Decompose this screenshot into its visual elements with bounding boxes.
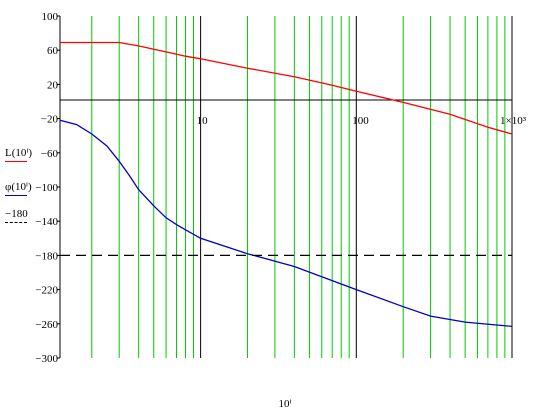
y-tick-label: −180 — [35, 250, 58, 262]
x-tick-labels: 10 100 1×10³ — [197, 115, 527, 127]
x-axis-label: 10ⁱ — [279, 398, 292, 410]
legend-swatch — [5, 222, 27, 223]
y-tick-label: −140 — [35, 216, 58, 228]
series-lines — [59, 41, 513, 328]
x-tick-label: 1×10³ — [500, 115, 527, 127]
series-line-1 — [59, 119, 513, 328]
y-tick-label: 60 — [47, 45, 59, 57]
y-tick-label: 100 — [42, 11, 59, 23]
legend-label: L(10ⁱ) — [5, 147, 33, 159]
legend-label: −180 — [5, 208, 28, 220]
vertical-marker-lines — [91, 16, 513, 358]
y-tick-label: −100 — [35, 182, 58, 194]
legend-item-magnitude: L(10ⁱ) — [5, 146, 65, 162]
y-tick-label: −60 — [41, 148, 59, 160]
y-tick-label: −260 — [35, 319, 58, 331]
legend-item-reference: −180 — [5, 208, 65, 223]
legend-label: φ(10ⁱ) — [5, 181, 32, 193]
legend-swatch — [5, 195, 27, 196]
y-tick-label: −20 — [41, 114, 59, 126]
legend-item-phase: φ(10ⁱ) — [5, 180, 65, 196]
y-tick-label: −220 — [35, 285, 58, 297]
axes — [59, 16, 512, 358]
y-tick-labels: 100 60 20 −20 −60 −100 −140 −180 −220 −260 −300 — [35, 11, 60, 365]
series-line-0 — [60, 41, 513, 135]
legend-swatch — [5, 161, 27, 162]
x-tick-label: 100 — [352, 115, 369, 127]
x-tick-label: 10 — [197, 115, 209, 127]
y-tick-label: 20 — [47, 79, 59, 91]
y-tick-label: −300 — [35, 353, 58, 365]
